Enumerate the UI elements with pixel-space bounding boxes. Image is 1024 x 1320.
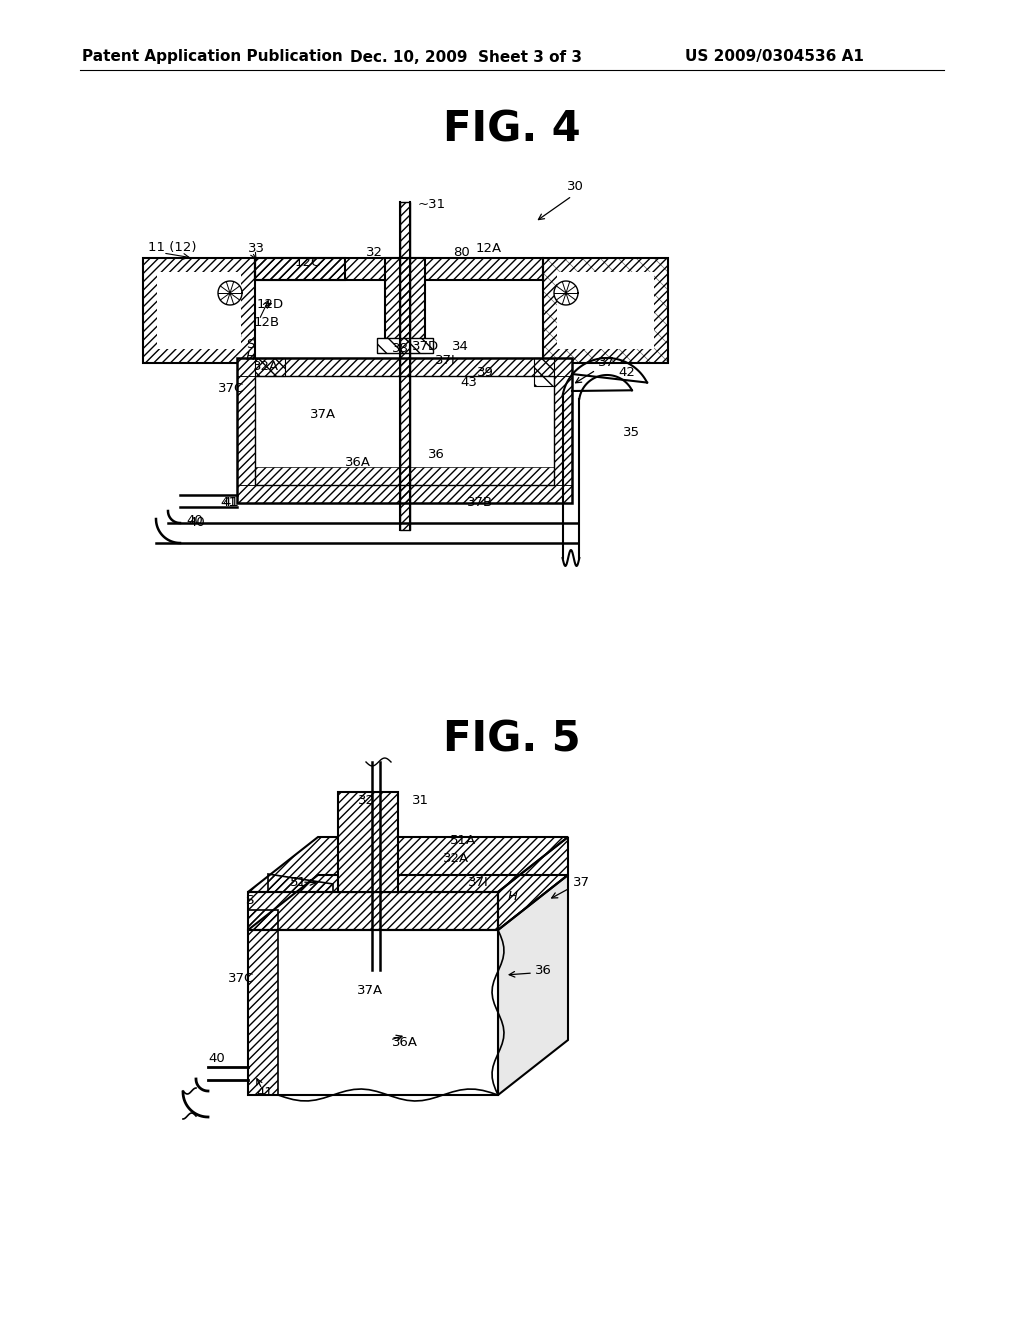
Bar (255, 467, 554, 484)
Bar (237, 358, 572, 376)
Text: 37: 37 (598, 355, 615, 368)
Text: 41: 41 (222, 495, 239, 508)
Text: 40: 40 (208, 1052, 224, 1064)
Bar (534, 358, 554, 385)
Text: H: H (246, 350, 256, 363)
Text: 38: 38 (392, 342, 409, 355)
Bar (143, 257, 255, 363)
Text: 31: 31 (412, 793, 429, 807)
Bar (237, 358, 572, 503)
Bar (248, 892, 498, 931)
Text: 11 (12): 11 (12) (148, 242, 197, 255)
Text: 36A: 36A (345, 455, 371, 469)
Text: 51A: 51A (450, 833, 476, 846)
Bar (255, 358, 285, 376)
Text: 36: 36 (535, 964, 552, 977)
Text: 43: 43 (460, 375, 477, 388)
Bar (385, 257, 425, 352)
Text: 37C: 37C (218, 381, 245, 395)
Bar (248, 931, 498, 1096)
Text: H: H (508, 890, 518, 903)
Bar (377, 338, 433, 352)
Text: FIG. 4: FIG. 4 (443, 110, 581, 150)
Text: 12B: 12B (254, 317, 281, 330)
Text: 41: 41 (220, 495, 237, 508)
Bar (543, 257, 668, 363)
Text: 35: 35 (623, 425, 640, 438)
Text: 42: 42 (618, 366, 635, 379)
Text: Patent Application Publication: Patent Application Publication (82, 49, 343, 65)
Text: 33: 33 (248, 242, 265, 255)
Bar (255, 376, 554, 484)
Text: 36A: 36A (392, 1036, 418, 1049)
Bar (248, 931, 278, 1096)
Bar (157, 272, 241, 348)
Text: 30: 30 (567, 181, 584, 194)
Polygon shape (248, 875, 568, 931)
Text: ~31: ~31 (418, 198, 446, 210)
Text: 32: 32 (358, 793, 375, 807)
Text: 37A: 37A (310, 408, 336, 421)
Text: 12D: 12D (257, 298, 284, 312)
Text: S: S (246, 338, 254, 351)
Text: 41: 41 (256, 1085, 272, 1098)
Bar (385, 257, 425, 352)
Polygon shape (218, 281, 242, 305)
Text: 32: 32 (366, 246, 383, 259)
Text: 32A: 32A (253, 360, 280, 374)
Text: 37I: 37I (468, 875, 488, 888)
Bar (543, 257, 668, 363)
Text: 34: 34 (452, 339, 469, 352)
Bar (237, 376, 255, 484)
Bar (255, 257, 345, 280)
Bar (248, 909, 278, 931)
Bar (143, 257, 255, 363)
Text: 37D: 37D (412, 339, 439, 352)
Text: 80: 80 (453, 246, 470, 259)
Bar (338, 792, 398, 892)
Bar (338, 792, 398, 892)
Text: 37C: 37C (228, 972, 254, 985)
Polygon shape (554, 281, 578, 305)
Text: 12C: 12C (295, 256, 322, 268)
Text: 12A: 12A (476, 242, 502, 255)
Bar (255, 257, 543, 280)
Bar (554, 376, 572, 484)
Text: 40: 40 (186, 513, 203, 527)
Text: 51: 51 (290, 875, 307, 888)
Text: US 2009/0304536 A1: US 2009/0304536 A1 (685, 49, 864, 65)
Text: 37: 37 (573, 875, 590, 888)
Bar (557, 272, 654, 348)
Bar (377, 338, 433, 352)
Text: 40: 40 (188, 516, 205, 528)
Text: 39: 39 (477, 367, 494, 380)
Bar (400, 202, 410, 531)
Text: 32A: 32A (443, 851, 469, 865)
Polygon shape (498, 875, 568, 1096)
Text: Dec. 10, 2009  Sheet 3 of 3: Dec. 10, 2009 Sheet 3 of 3 (350, 49, 582, 65)
Text: 37A: 37A (357, 983, 383, 997)
Text: 37I: 37I (435, 354, 456, 367)
Text: S: S (245, 894, 253, 907)
Text: FIG. 5: FIG. 5 (443, 719, 581, 762)
Bar (237, 484, 572, 503)
Bar (372, 762, 380, 970)
Text: 37B: 37B (467, 496, 494, 510)
Bar (543, 257, 668, 363)
Text: 36: 36 (428, 449, 444, 462)
